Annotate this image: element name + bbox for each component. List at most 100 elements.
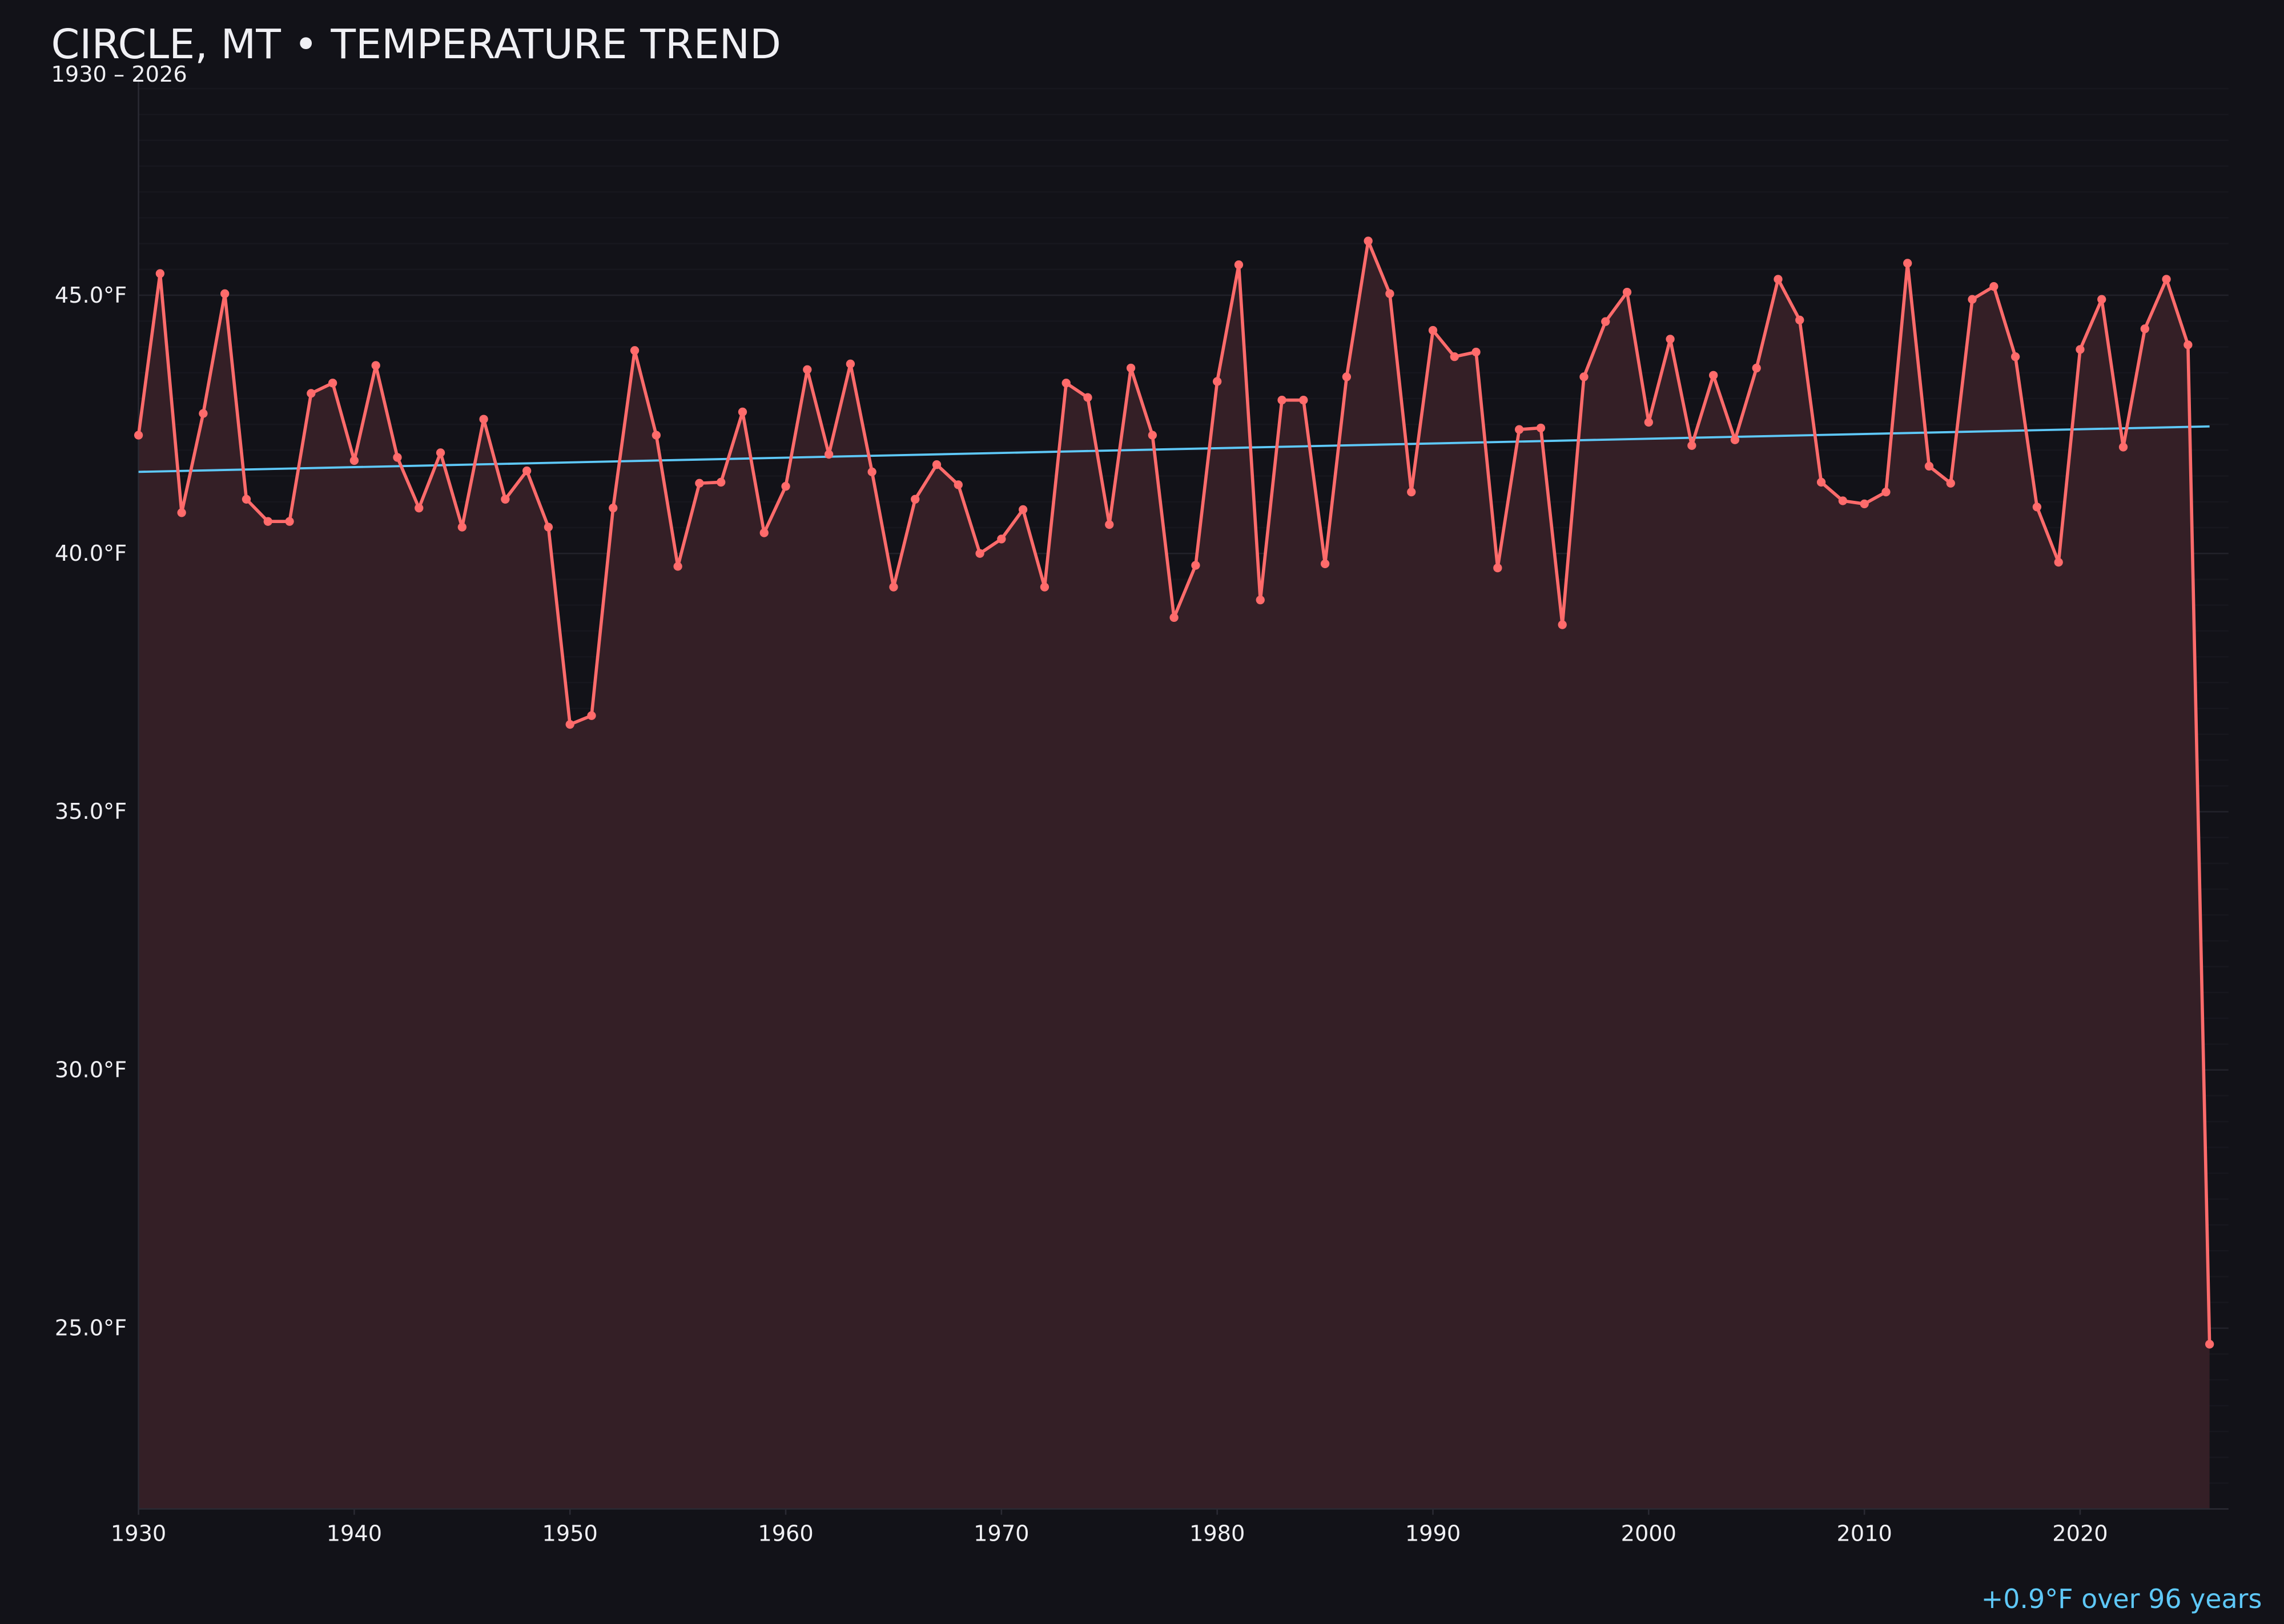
data-point-2015 — [1968, 295, 1977, 304]
data-point-1998 — [1601, 317, 1610, 326]
trend-summary: +0.9°F over 96 years — [1981, 1583, 2262, 1614]
data-point-2020 — [2076, 345, 2085, 354]
data-point-1949 — [544, 522, 553, 532]
data-point-1997 — [1579, 372, 1589, 381]
data-point-1933 — [199, 409, 208, 418]
data-point-2005 — [1752, 363, 1761, 373]
data-point-2000 — [1644, 417, 1653, 427]
data-point-1987 — [1364, 236, 1373, 246]
data-point-1963 — [846, 359, 855, 368]
data-point-1968 — [954, 480, 963, 489]
x-tick-label: 1960 — [758, 1521, 813, 1547]
data-point-1954 — [652, 431, 661, 440]
data-point-1983 — [1277, 395, 1286, 405]
data-point-2018 — [2032, 503, 2042, 512]
y-axis-ticks: 25.0°F 30.0°F 35.0°F 40.0°F 45.0°F — [55, 283, 127, 1341]
data-point-2011 — [1881, 487, 1891, 497]
data-point-1994 — [1514, 425, 1524, 434]
data-point-1978 — [1169, 613, 1179, 622]
data-point-2016 — [1989, 282, 1998, 291]
data-point-2008 — [1816, 477, 1826, 487]
data-point-1971 — [1018, 505, 1028, 514]
data-point-1939 — [328, 379, 337, 388]
data-point-1996 — [1558, 620, 1567, 629]
data-point-2013 — [1924, 461, 1934, 471]
data-point-1991 — [1450, 352, 1459, 361]
data-point-2004 — [1730, 435, 1740, 444]
data-point-1947 — [501, 495, 510, 504]
chart-subtitle: 1930 – 2026 — [51, 62, 187, 87]
data-point-1981 — [1234, 260, 1244, 270]
data-point-1952 — [609, 504, 618, 513]
x-tick-label: 1990 — [1405, 1521, 1461, 1547]
data-point-1995 — [1536, 423, 1546, 433]
data-point-1974 — [1083, 393, 1092, 402]
data-point-2026 — [2205, 1340, 2214, 1349]
data-point-1969 — [975, 549, 984, 558]
y-tick-label: 25.0°F — [55, 1316, 127, 1341]
data-point-1984 — [1299, 395, 1308, 405]
x-tick-label: 2000 — [1621, 1521, 1676, 1547]
data-point-1944 — [436, 448, 445, 457]
data-point-1936 — [263, 517, 272, 526]
data-point-1993 — [1493, 563, 1502, 573]
trend-line — [138, 425, 2210, 473]
data-point-2012 — [1903, 259, 1912, 268]
data-point-1965 — [889, 582, 898, 592]
data-point-2022 — [2118, 443, 2128, 452]
data-point-1980 — [1213, 377, 1222, 386]
data-point-1961 — [803, 365, 812, 374]
chart-title: CIRCLE, MT • TEMPERATURE TREND — [51, 21, 781, 68]
data-point-1982 — [1256, 596, 1265, 605]
data-point-1937 — [285, 517, 294, 526]
y-tick-label: 35.0°F — [55, 799, 127, 825]
data-point-1960 — [781, 482, 790, 491]
data-point-1976 — [1126, 363, 1136, 373]
data-point-1989 — [1407, 487, 1416, 497]
x-axis-ticks: 1930 1940 1950 1960 1970 1980 1990 2000 2010 2020 — [111, 1509, 2108, 1547]
x-tick-label: 1970 — [974, 1521, 1029, 1547]
data-point-2001 — [1666, 335, 1675, 344]
data-point-1964 — [867, 467, 876, 477]
data-point-1956 — [695, 479, 704, 488]
x-tick-label: 2010 — [1836, 1521, 1892, 1547]
data-point-1955 — [673, 562, 682, 571]
data-point-1935 — [242, 495, 251, 504]
data-point-1985 — [1320, 559, 1330, 568]
data-point-1977 — [1148, 431, 1157, 440]
data-point-2017 — [2010, 352, 2020, 361]
data-point-1940 — [349, 456, 359, 465]
data-point-1931 — [155, 269, 165, 278]
data-point-1958 — [738, 407, 747, 417]
data-point-1988 — [1385, 289, 1394, 298]
data-point-1967 — [932, 460, 942, 469]
data-point-1938 — [307, 389, 316, 398]
data-point-2009 — [1838, 496, 1848, 505]
data-point-1970 — [997, 534, 1006, 544]
data-point-1941 — [371, 361, 380, 370]
data-point-1951 — [587, 711, 596, 720]
data-point-2019 — [2054, 557, 2063, 567]
data-point-1948 — [522, 466, 532, 476]
data-point-1953 — [630, 346, 640, 355]
trend-line-group — [138, 425, 2210, 473]
x-tick-label: 2020 — [2052, 1521, 2108, 1547]
data-point-1975 — [1105, 520, 1114, 529]
x-tick-label: 1980 — [1189, 1521, 1245, 1547]
y-tick-label: 40.0°F — [55, 541, 127, 566]
data-point-1957 — [717, 477, 726, 487]
data-point-1942 — [393, 453, 402, 462]
data-point-1950 — [565, 719, 574, 729]
data-point-1979 — [1191, 561, 1200, 570]
data-point-1986 — [1342, 372, 1352, 381]
data-point-2014 — [1946, 479, 1955, 488]
data-point-2007 — [1795, 315, 1804, 325]
x-tick-label: 1930 — [111, 1521, 166, 1547]
data-point-2021 — [2097, 295, 2106, 304]
area-fill — [138, 241, 2210, 1509]
data-point-1959 — [759, 528, 769, 537]
data-point-2006 — [1774, 275, 1783, 284]
data-point-1945 — [457, 522, 467, 532]
data-point-1934 — [220, 289, 230, 298]
